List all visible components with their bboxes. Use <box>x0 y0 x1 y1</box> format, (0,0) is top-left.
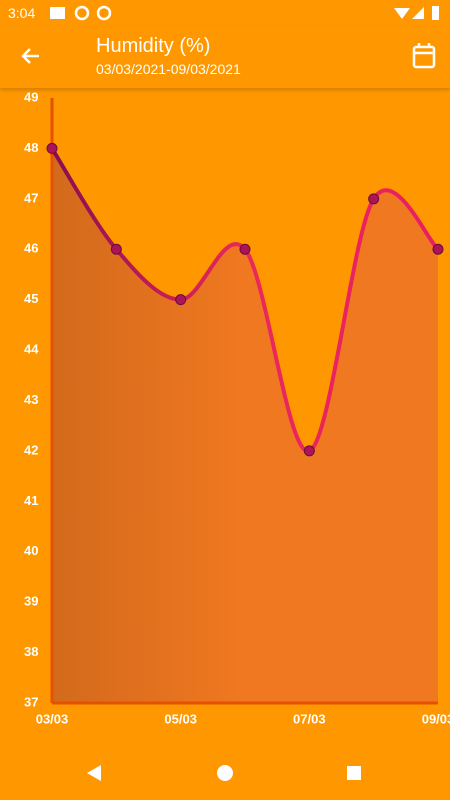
x-tick-label: 09/03 <box>422 711 450 726</box>
chart: 37 38 39 40 41 42 43 44 45 46 47 48 49 03/03 05/03 07/0… <box>24 89 450 726</box>
back-button[interactable] <box>11 36 51 76</box>
y-tick-label: 37 <box>24 694 38 709</box>
y-tick-label: 42 <box>24 442 38 457</box>
status-time: 3:04 <box>8 5 36 21</box>
point <box>303 445 315 457</box>
nav-bar <box>87 765 361 781</box>
y-tick-label: 49 <box>24 89 38 104</box>
x-tick-label: 05/03 <box>164 711 197 726</box>
point <box>239 243 251 255</box>
y-tick-label: 41 <box>24 493 38 508</box>
battery-icon <box>432 6 439 20</box>
wifi-icon <box>394 8 410 19</box>
nav-recents[interactable] <box>347 766 361 780</box>
y-tick-label: 47 <box>24 190 38 205</box>
status-bar: 3:04 <box>0 0 450 26</box>
g-icon <box>74 5 90 21</box>
point <box>432 243 444 255</box>
calendar-button[interactable] <box>404 37 444 77</box>
point <box>110 243 122 255</box>
mail-icon <box>50 7 65 19</box>
nav-back[interactable] <box>87 765 101 781</box>
y-tick-label: 45 <box>24 291 38 306</box>
y-tick-label: 39 <box>24 594 38 609</box>
point <box>368 193 380 205</box>
nav-home[interactable] <box>217 765 233 781</box>
signal-icon <box>412 7 424 19</box>
area-shade <box>52 148 438 703</box>
app-title: Humidity (%) <box>96 35 211 57</box>
point <box>46 142 58 154</box>
app-bar: Humidity (%) 03/03/2021-09/03/2021 <box>0 26 450 88</box>
point <box>175 294 187 306</box>
y-tick-label: 44 <box>24 342 39 357</box>
y-tick-label: 46 <box>24 241 38 256</box>
sync-icon <box>96 5 112 21</box>
y-tick-label: 48 <box>24 140 38 155</box>
y-tick-label: 38 <box>24 644 38 659</box>
status-icons <box>50 5 439 21</box>
y-tick-label: 43 <box>24 392 38 407</box>
app-subtitle: 03/03/2021-09/03/2021 <box>96 61 241 77</box>
x-tick-label: 07/03 <box>293 711 326 726</box>
y-tick-label: 40 <box>24 543 38 558</box>
x-tick-label: 03/03 <box>36 711 69 726</box>
